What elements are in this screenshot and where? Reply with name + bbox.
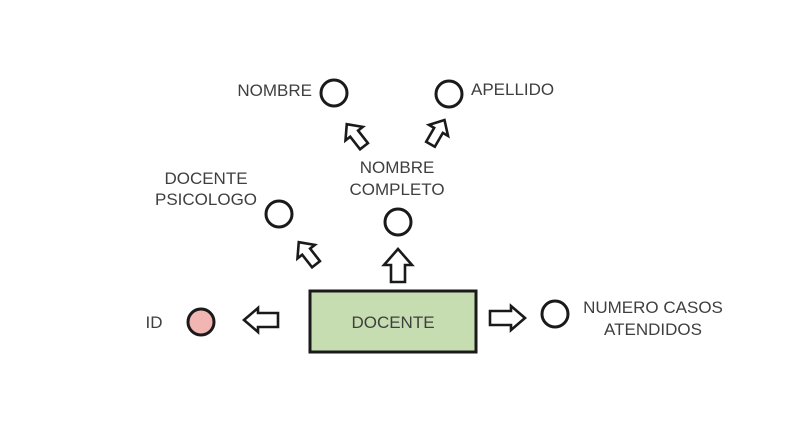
attribute-numero-casos-label-line1: NUMERO CASOS: [583, 298, 723, 317]
attribute-nombre-label: NOMBRE: [237, 81, 312, 100]
attribute-numero-casos-label-line2: ATENDIDOS: [604, 320, 702, 339]
attribute-apellido-label: APELLIDO: [471, 80, 554, 99]
attribute-docente-psicologo-label-line2: PSICOLOGO: [155, 190, 257, 209]
attribute-id-key-circle[interactable]: [186, 307, 216, 337]
entity-docente-label: DOCENTE: [351, 313, 434, 332]
entity-docente-box[interactable]: [308, 289, 478, 354]
attribute-docente-psicologo-circle[interactable]: [264, 199, 294, 229]
arrow-diagonal-up-left-icon: [295, 240, 322, 270]
arrow-diagonal-up-left-icon: [343, 122, 370, 152]
attribute-nombre-completo-label-line1: NOMBRE: [360, 158, 435, 177]
attribute-nombre-circle[interactable]: [319, 78, 349, 108]
arrow-left-icon: [242, 305, 280, 335]
arrow-right-icon: [488, 303, 527, 333]
attribute-docente-psicologo-label-line1: DOCENTE: [164, 169, 247, 188]
attribute-id-label: ID: [146, 313, 163, 332]
attribute-nombre-completo-circle[interactable]: [383, 207, 413, 237]
attribute-numero-casos-circle[interactable]: [540, 299, 570, 329]
attribute-nombre-completo-label-line2: COMPLETO: [349, 180, 444, 199]
attribute-apellido-circle[interactable]: [434, 79, 464, 109]
arrow-diagonal-up-right-icon: [424, 118, 450, 149]
arrow-up-icon: [381, 247, 415, 284]
